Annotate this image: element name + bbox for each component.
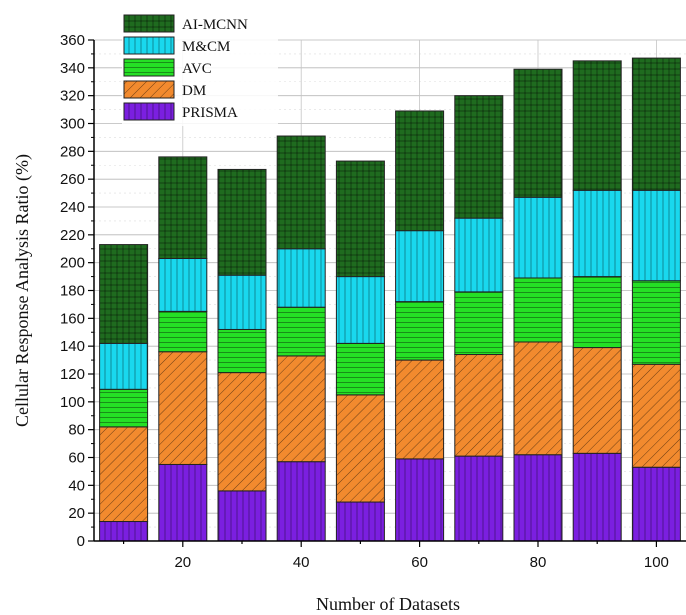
y-tick-label: 300 xyxy=(60,116,85,133)
bar-m-cm-pattern xyxy=(513,196,563,279)
y-tick-label: 320 xyxy=(60,88,85,105)
bar-dm-pattern xyxy=(276,355,326,463)
bar-ai-mcnn-pattern xyxy=(631,57,681,191)
bar-avc-pattern xyxy=(335,342,385,396)
y-tick-label: 200 xyxy=(60,255,85,272)
y-tick-label: 40 xyxy=(68,477,85,494)
bar-avc-pattern xyxy=(217,328,267,374)
bar-avc-pattern xyxy=(99,388,149,428)
bar-prisma-pattern xyxy=(335,501,385,542)
bar-avc-pattern xyxy=(513,277,563,343)
bar-avc-pattern xyxy=(158,310,208,353)
x-axis-title: Number of Datasets xyxy=(316,594,460,614)
bar-ai-mcnn-pattern xyxy=(335,160,385,278)
bar-dm-pattern xyxy=(335,394,385,503)
y-tick-label: 20 xyxy=(68,505,85,522)
y-tick-label: 360 xyxy=(60,32,85,49)
legend-swatch-pattern-m-cm xyxy=(123,36,175,55)
bar-m-cm-pattern xyxy=(335,276,385,344)
y-tick-label: 0 xyxy=(77,533,85,550)
legend-label-ai-mcnn: AI-MCNN xyxy=(182,17,248,33)
y-tick-label: 140 xyxy=(60,338,85,355)
bar-avc-pattern xyxy=(572,276,622,349)
y-tick-label: 340 xyxy=(60,60,85,77)
y-tick-label: 220 xyxy=(60,227,85,244)
bars xyxy=(99,57,681,542)
bar-prisma-pattern xyxy=(276,461,326,542)
bar-prisma-pattern xyxy=(572,452,622,542)
bar-ai-mcnn-pattern xyxy=(395,110,445,232)
bar-dm-pattern xyxy=(99,426,149,523)
legend-swatch-pattern-prisma xyxy=(123,102,175,121)
bar-dm-pattern xyxy=(454,354,504,457)
bar-m-cm-pattern xyxy=(276,248,326,308)
y-tick-label: 180 xyxy=(60,283,85,300)
legend-label-dm: DM xyxy=(182,83,206,99)
bar-avc-pattern xyxy=(276,306,326,357)
bar-avc-pattern xyxy=(454,291,504,356)
bar-prisma-pattern xyxy=(454,455,504,542)
bar-m-cm-pattern xyxy=(454,217,504,293)
x-tick-label: 60 xyxy=(411,554,428,571)
bar-dm-pattern xyxy=(217,372,267,492)
bar-ai-mcnn-pattern xyxy=(513,68,563,198)
bar-ai-mcnn-pattern xyxy=(454,95,504,219)
x-tick-label: 20 xyxy=(174,554,191,571)
legend-label-m-cm: M&CM xyxy=(182,39,230,55)
y-tick-label: 280 xyxy=(60,143,85,160)
legend: AI-MCNN M&CM AVC DM PRISMA xyxy=(122,12,278,126)
legend-label-avc: AVC xyxy=(182,61,212,77)
bar-ai-mcnn-pattern xyxy=(158,156,208,259)
bar-ai-mcnn-pattern xyxy=(217,168,267,276)
legend-label-prisma: PRISMA xyxy=(182,105,238,121)
y-tick-label: 160 xyxy=(60,310,85,327)
axes: 0 20 40 60 80 100 120 140 160 180 200 220 240 260 280 3… xyxy=(60,32,686,571)
legend-swatch-pattern-avc xyxy=(123,58,175,77)
bar-prisma-pattern xyxy=(99,521,149,542)
bar-dm-pattern xyxy=(631,363,681,468)
y-axis-title: Cellular Response Analysis Ratio (%) xyxy=(12,154,33,427)
bar-ai-mcnn-pattern xyxy=(99,244,149,344)
bar-avc-pattern xyxy=(395,301,445,361)
bar-m-cm-pattern xyxy=(158,257,208,312)
bar-m-cm-pattern xyxy=(631,189,681,282)
bar-m-cm-pattern xyxy=(395,230,445,303)
bar-prisma-pattern xyxy=(217,490,267,542)
y-tick-label: 80 xyxy=(68,422,85,439)
y-tick-label: 100 xyxy=(60,394,85,411)
bar-prisma-pattern xyxy=(158,463,208,542)
legend-swatch-pattern-ai-mcnn xyxy=(123,14,175,33)
bar-prisma-pattern xyxy=(513,454,563,542)
y-tick-label: 240 xyxy=(60,199,85,216)
y-tick-label: 60 xyxy=(68,450,85,467)
bar-m-cm-pattern xyxy=(572,189,622,278)
bar-prisma-pattern xyxy=(631,466,681,542)
x-tick-label: 40 xyxy=(293,554,310,571)
bar-m-cm-pattern xyxy=(99,342,149,390)
y-tick-label: 260 xyxy=(60,171,85,188)
x-tick-label: 100 xyxy=(644,554,669,571)
bar-dm-pattern xyxy=(158,351,208,465)
bar-dm-pattern xyxy=(513,341,563,456)
bar-m-cm-pattern xyxy=(217,274,267,330)
y-tick-label: 120 xyxy=(60,366,85,383)
bar-ai-mcnn-pattern xyxy=(572,60,622,191)
bar-dm-pattern xyxy=(395,359,445,460)
x-tick-label: 80 xyxy=(530,554,547,571)
bar-ai-mcnn-pattern xyxy=(276,135,326,250)
legend-swatch-pattern-dm xyxy=(123,80,175,99)
bar-avc-pattern xyxy=(631,280,681,365)
bar-dm-pattern xyxy=(572,347,622,454)
bar-prisma-pattern xyxy=(395,458,445,542)
